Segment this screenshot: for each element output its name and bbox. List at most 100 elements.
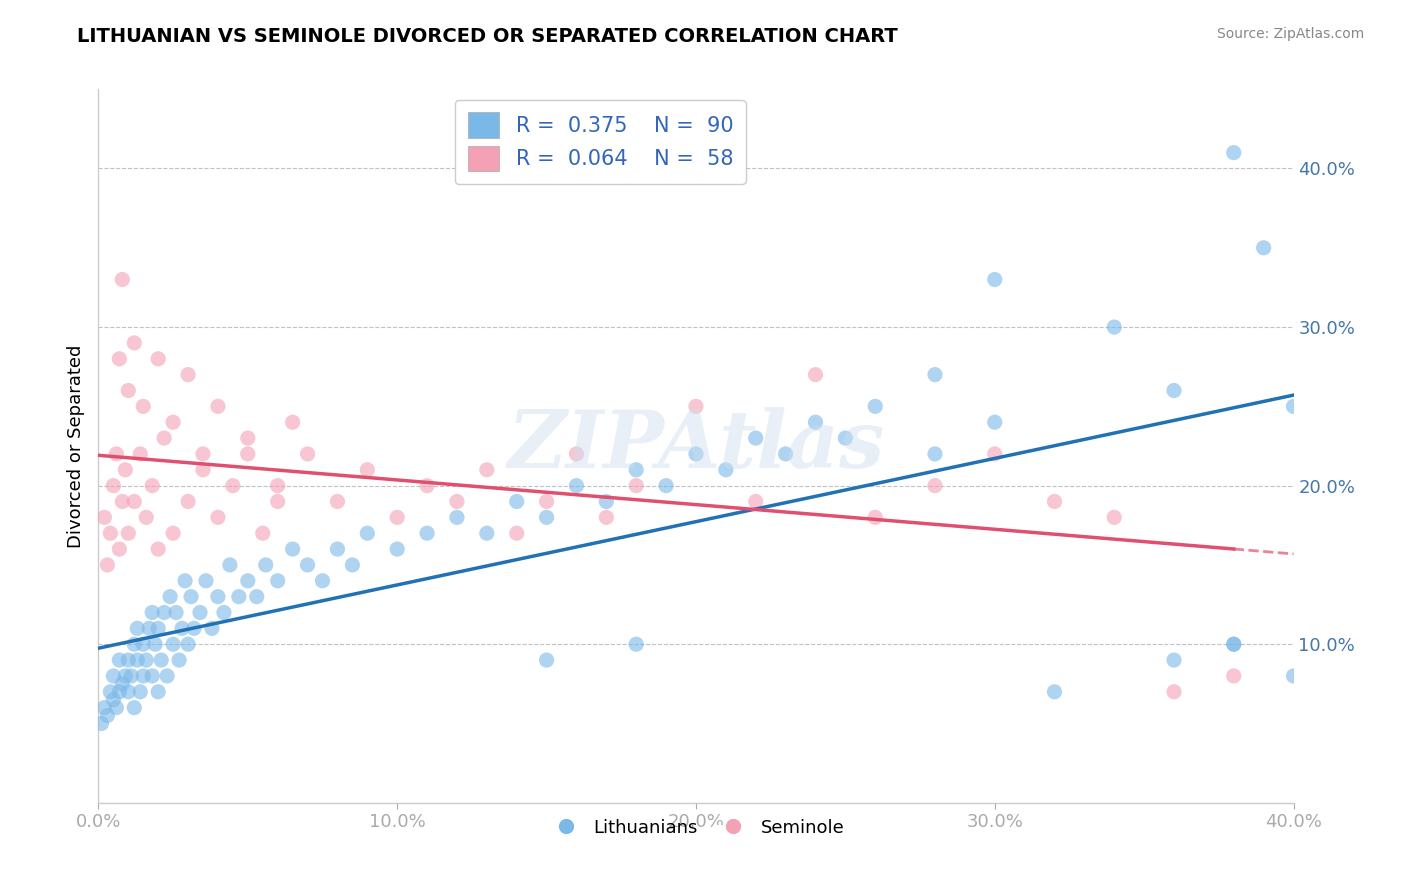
- Point: [297, 447, 319, 461]
- Point: [108, 542, 131, 557]
- Point: [108, 351, 131, 366]
- Point: [191, 463, 214, 477]
- Point: [804, 368, 827, 382]
- Text: Source: ZipAtlas.com: Source: ZipAtlas.com: [1216, 27, 1364, 41]
- Point: [207, 590, 229, 604]
- Point: [655, 478, 678, 492]
- Point: [124, 637, 146, 651]
- Point: [834, 431, 856, 445]
- Point: [150, 653, 173, 667]
- Point: [626, 478, 648, 492]
- Point: [135, 653, 157, 667]
- Point: [865, 400, 887, 414]
- Point: [1104, 320, 1126, 334]
- Point: [124, 700, 146, 714]
- Point: [132, 637, 155, 651]
- Point: [984, 447, 1007, 461]
- Point: [297, 558, 319, 572]
- Point: [267, 478, 290, 492]
- Point: [153, 606, 176, 620]
- Point: [103, 478, 125, 492]
- Point: [804, 415, 827, 429]
- Point: [356, 463, 378, 477]
- Point: [135, 510, 157, 524]
- Point: [865, 510, 887, 524]
- Point: [96, 558, 118, 572]
- Point: [246, 590, 269, 604]
- Point: [385, 542, 409, 557]
- Point: [1253, 241, 1275, 255]
- Point: [326, 494, 349, 508]
- Point: [172, 621, 194, 635]
- Point: [745, 431, 768, 445]
- Point: [143, 637, 166, 651]
- Point: [207, 510, 229, 524]
- Point: [595, 494, 617, 508]
- Point: [132, 400, 155, 414]
- Point: [114, 669, 136, 683]
- Point: [148, 685, 170, 699]
- Point: [105, 447, 128, 461]
- Point: [98, 685, 122, 699]
- Point: [1104, 510, 1126, 524]
- Point: [1163, 685, 1185, 699]
- Point: [924, 368, 946, 382]
- Point: [326, 542, 349, 557]
- Point: [714, 463, 737, 477]
- Point: [191, 447, 214, 461]
- Point: [536, 653, 558, 667]
- Point: [111, 494, 134, 508]
- Point: [228, 590, 250, 604]
- Point: [475, 526, 498, 541]
- Point: [475, 463, 498, 477]
- Point: [96, 708, 118, 723]
- Point: [165, 606, 187, 620]
- Point: [111, 272, 134, 286]
- Point: [90, 716, 112, 731]
- Point: [177, 368, 200, 382]
- Point: [236, 447, 259, 461]
- Point: [124, 494, 146, 508]
- Point: [924, 447, 946, 461]
- Point: [148, 621, 170, 635]
- Point: [138, 621, 160, 635]
- Point: [626, 637, 648, 651]
- Point: [1163, 384, 1185, 398]
- Point: [103, 692, 125, 706]
- Point: [416, 526, 439, 541]
- Point: [98, 526, 122, 541]
- Point: [565, 447, 588, 461]
- Point: [685, 400, 707, 414]
- Point: [536, 494, 558, 508]
- Text: LITHUANIAN VS SEMINOLE DIVORCED OR SEPARATED CORRELATION CHART: LITHUANIAN VS SEMINOLE DIVORCED OR SEPAR…: [77, 27, 898, 45]
- Point: [356, 526, 378, 541]
- Point: [103, 669, 125, 683]
- Point: [446, 510, 468, 524]
- Point: [117, 653, 139, 667]
- Point: [201, 621, 224, 635]
- Point: [1223, 637, 1246, 651]
- Point: [127, 653, 149, 667]
- Point: [984, 272, 1007, 286]
- Point: [132, 669, 155, 683]
- Point: [124, 335, 146, 350]
- Point: [565, 478, 588, 492]
- Point: [162, 415, 184, 429]
- Point: [924, 478, 946, 492]
- Point: [222, 478, 245, 492]
- Point: [153, 431, 176, 445]
- Point: [281, 415, 304, 429]
- Y-axis label: Divorced or Separated: Divorced or Separated: [66, 344, 84, 548]
- Point: [141, 478, 163, 492]
- Point: [267, 494, 290, 508]
- Point: [595, 510, 617, 524]
- Point: [219, 558, 242, 572]
- Point: [626, 463, 648, 477]
- Point: [1223, 145, 1246, 160]
- Point: [117, 384, 139, 398]
- Point: [281, 542, 304, 557]
- Point: [254, 558, 277, 572]
- Point: [236, 574, 259, 588]
- Point: [162, 526, 184, 541]
- Point: [180, 590, 202, 604]
